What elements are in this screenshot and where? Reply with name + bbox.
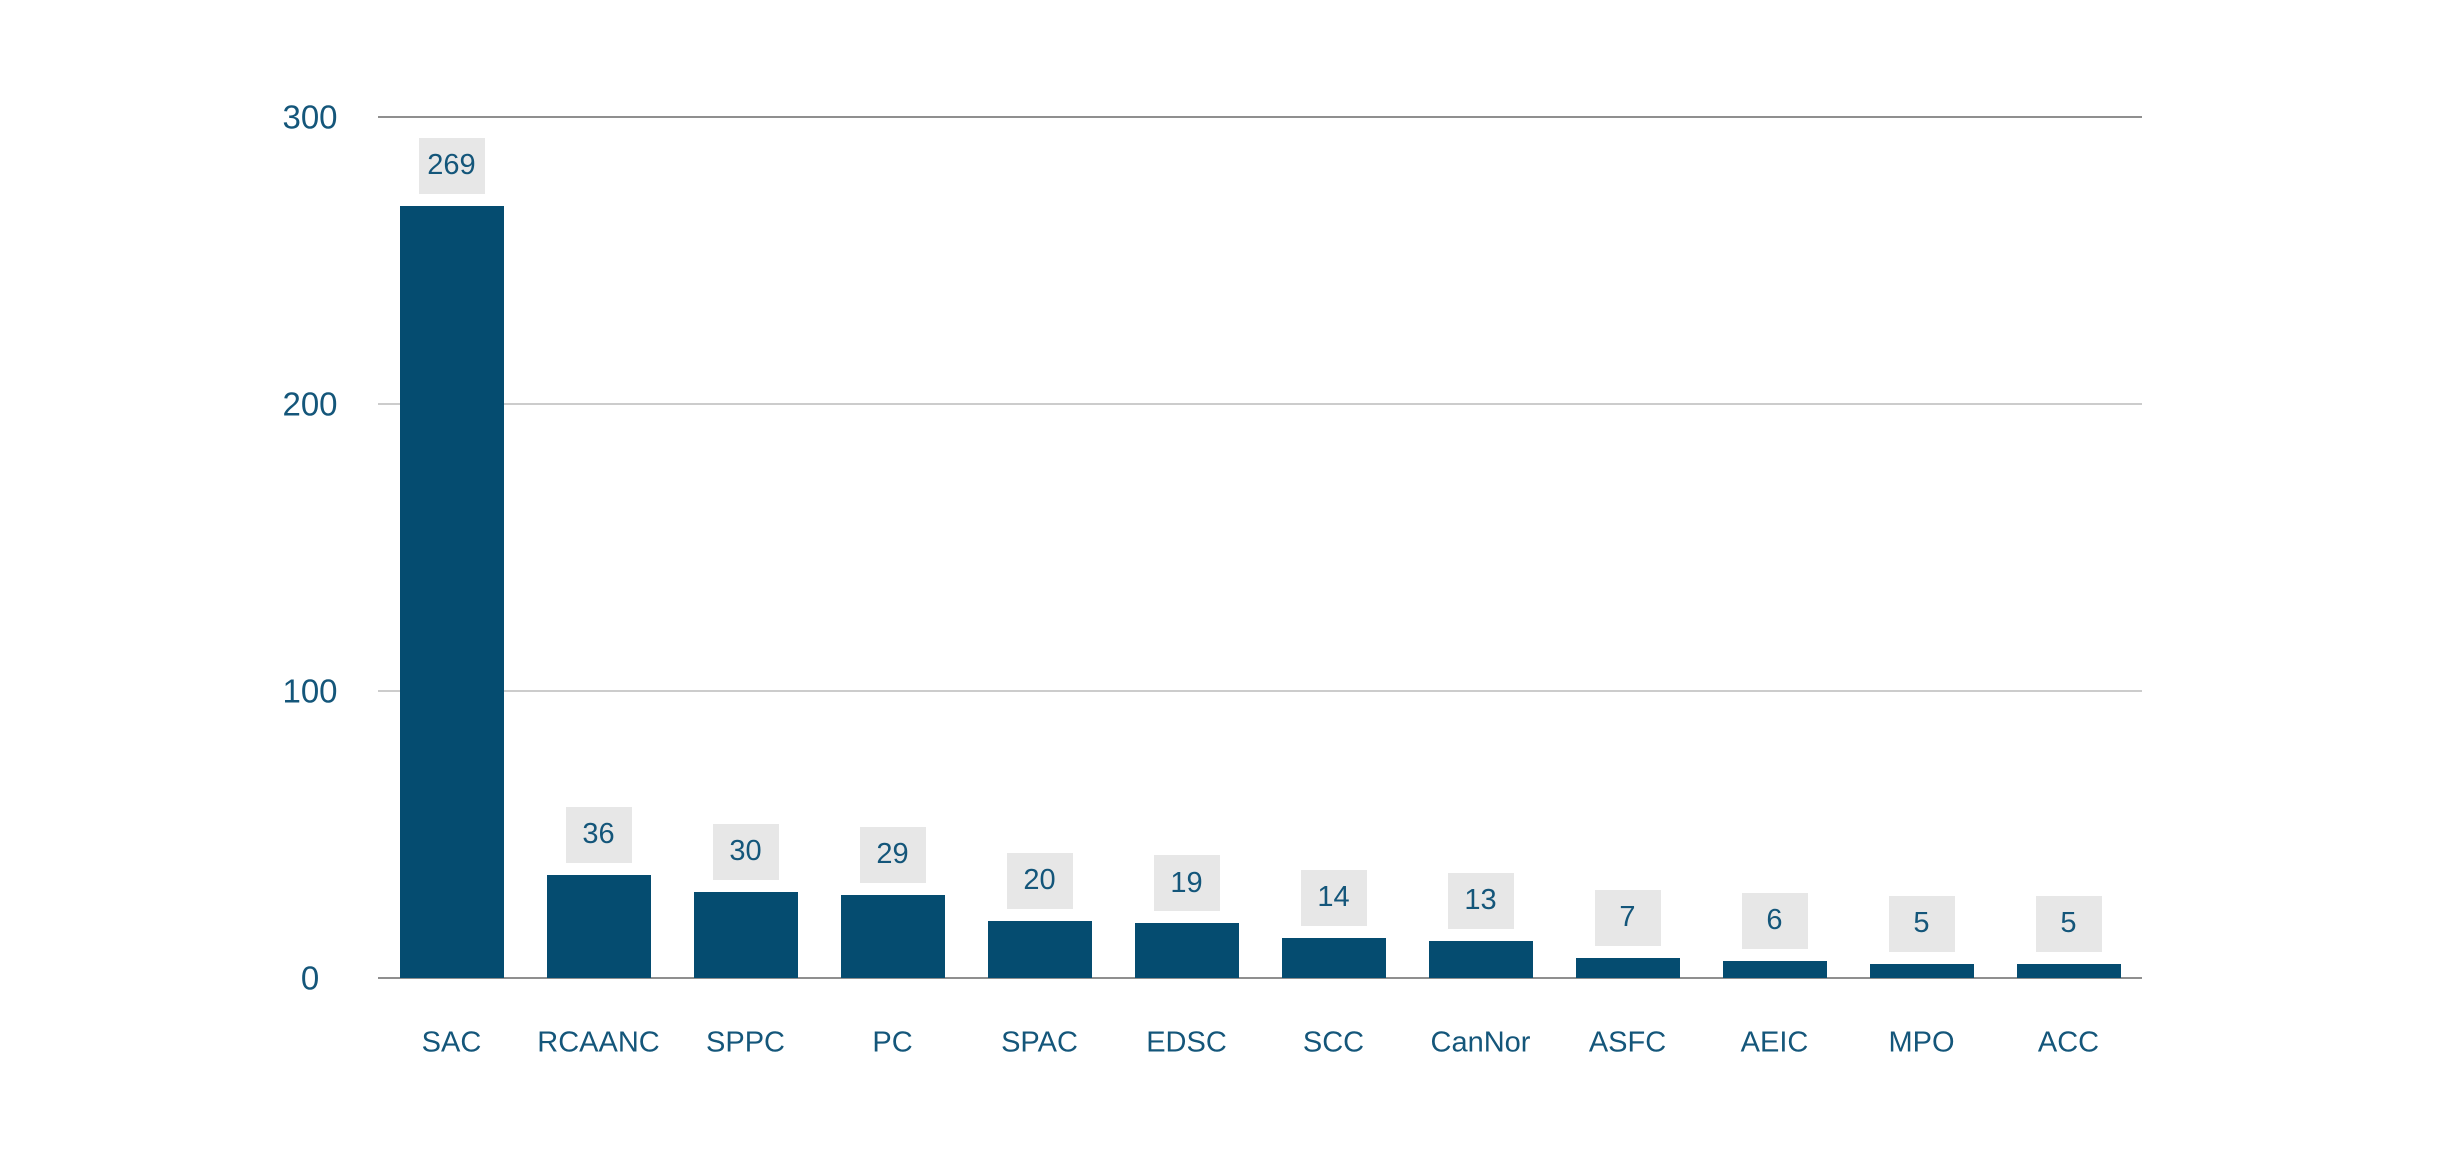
x-axis-category-label-CanNor: CanNor (1430, 1026, 1531, 1059)
gridline-200 (378, 403, 2142, 405)
x-axis-category-label-SAC: SAC (421, 1026, 482, 1059)
bar-value-label-SCC: 14 (1300, 869, 1367, 926)
bar-MPO (1869, 963, 1974, 978)
bar-value-label-SPAC: 20 (1006, 852, 1073, 909)
bar-value-label-AEIC: 6 (1741, 892, 1808, 949)
bar-EDSC (1134, 923, 1239, 978)
x-axis-category-label-SCC: SCC (1302, 1026, 1365, 1059)
x-axis-category-label-ACC: ACC (2037, 1026, 2100, 1059)
bar-value-label-ASFC: 7 (1594, 889, 1661, 946)
bar-value-label-SPPC: 30 (712, 823, 779, 880)
x-axis-category-label-SPAC: SPAC (1001, 1026, 1078, 1059)
x-axis-line (378, 977, 2142, 979)
bar-value-label-PC: 29 (859, 826, 926, 883)
bar-CanNor (1428, 940, 1533, 978)
y-axis-tick-label-100: 100 (282, 672, 338, 710)
bar-value-label-ACC: 5 (2035, 895, 2102, 952)
bar-value-label-CanNor: 13 (1447, 872, 1514, 929)
bar-RCAANC (546, 874, 651, 978)
bar-SPAC (987, 920, 1092, 978)
y-axis-tick-label-300: 300 (282, 98, 338, 136)
bar-value-label-MPO: 5 (1888, 895, 1955, 952)
bar-value-label-SAC: 269 (418, 137, 485, 194)
x-axis-category-label-AEIC: AEIC (1740, 1026, 1809, 1059)
x-axis-category-label-PC: PC (872, 1026, 913, 1059)
y-axis-tick-label-0: 0 (300, 959, 320, 997)
bar-value-label-RCAANC: 36 (565, 806, 632, 863)
bar-AEIC (1722, 960, 1827, 978)
bar-ASFC (1575, 957, 1680, 978)
gridline-100 (378, 690, 2142, 692)
x-axis-category-label-EDSC: EDSC (1146, 1026, 1227, 1059)
bar-value-label-EDSC: 19 (1153, 855, 1220, 912)
x-axis-category-label-MPO: MPO (1888, 1026, 1955, 1059)
x-axis-category-label-ASFC: ASFC (1588, 1026, 1667, 1059)
x-axis-category-label-RCAANC: RCAANC (537, 1026, 660, 1059)
y-axis-tick-label-200: 200 (282, 385, 338, 423)
bar-PC (840, 894, 945, 978)
bar-ACC (2016, 963, 2121, 978)
bar-SPPC (693, 891, 798, 978)
bar-SCC (1281, 937, 1386, 978)
bar-SAC (399, 205, 504, 978)
x-axis-category-label-SPPC: SPPC (706, 1026, 785, 1059)
gridline-300 (378, 116, 2142, 118)
